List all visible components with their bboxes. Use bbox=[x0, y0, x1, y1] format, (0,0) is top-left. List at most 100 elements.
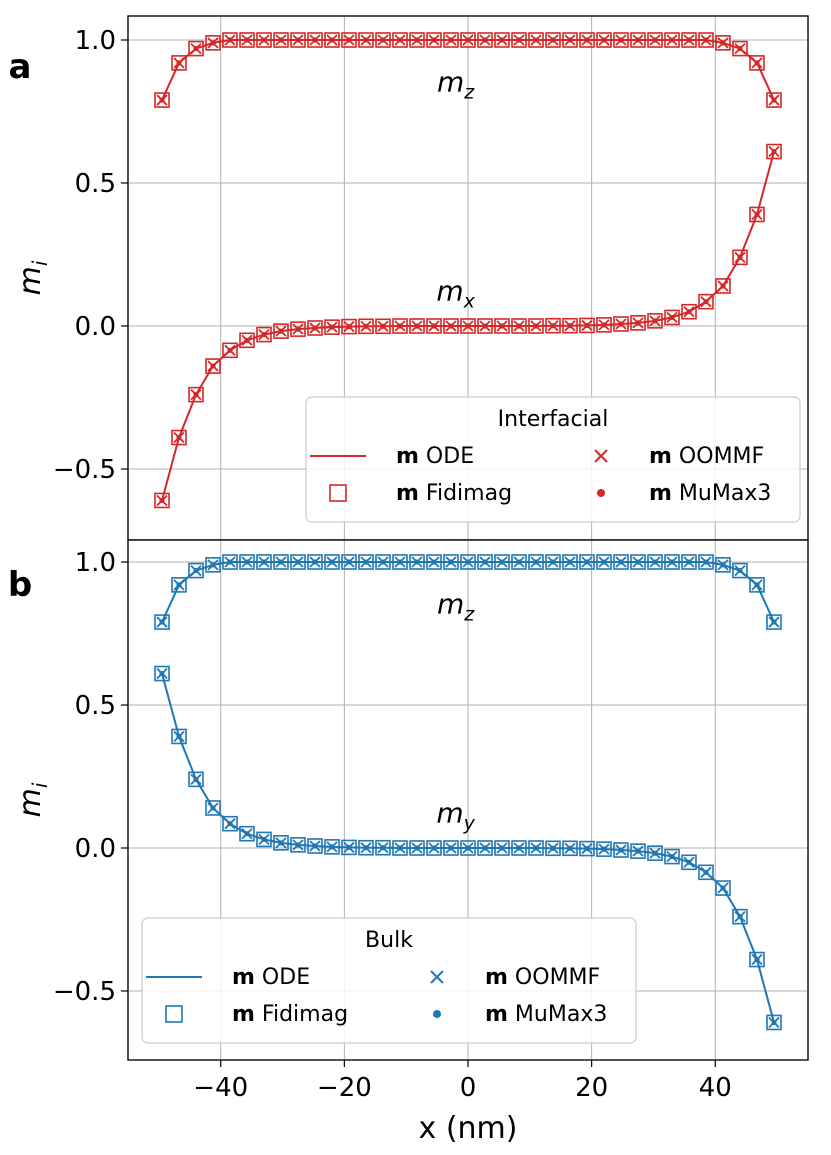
mumax3-marker bbox=[720, 40, 726, 46]
fidimag-marker bbox=[307, 320, 323, 336]
fidimag-marker bbox=[171, 55, 187, 71]
mumax3-marker bbox=[193, 392, 199, 398]
legend-square-swatch bbox=[165, 1005, 183, 1023]
fidimag-marker bbox=[579, 840, 595, 857]
fidimag-marker bbox=[426, 32, 442, 48]
fidimag-marker bbox=[477, 554, 493, 570]
fidimag-marker bbox=[273, 32, 289, 48]
fidimag-marker bbox=[528, 840, 544, 856]
mumax3-marker bbox=[635, 559, 641, 565]
legend-entry-label: m OOMMF bbox=[649, 444, 764, 469]
mumax3-marker bbox=[567, 559, 573, 565]
mumax3-marker bbox=[346, 844, 352, 851]
fidimag-marker bbox=[664, 848, 680, 865]
y-tick-label: 0.0 bbox=[75, 312, 116, 342]
fidimag-marker bbox=[358, 318, 374, 335]
mumax3-marker bbox=[329, 844, 335, 850]
mumax3-marker bbox=[227, 347, 233, 353]
fidimag-marker bbox=[324, 554, 340, 570]
mumax3-marker bbox=[278, 37, 284, 43]
curve-label-subscript: z bbox=[463, 603, 475, 625]
fidimag-marker bbox=[205, 358, 221, 374]
x-tick-label: −40 bbox=[193, 1073, 248, 1103]
mumax3-marker bbox=[312, 843, 318, 849]
legend-title: Interfacial bbox=[498, 407, 609, 432]
mumax3-marker bbox=[635, 37, 641, 43]
fidimag-marker bbox=[239, 332, 255, 349]
fidimag-marker bbox=[494, 840, 510, 856]
mumax3-marker bbox=[754, 60, 760, 66]
fidimag-marker bbox=[222, 32, 238, 48]
fidimag-marker bbox=[664, 309, 680, 326]
mumax3-marker bbox=[380, 323, 386, 329]
fidimag-marker bbox=[188, 386, 204, 403]
fidimag-marker bbox=[307, 554, 323, 570]
curve-label-subscript: y bbox=[463, 812, 476, 834]
fidimag-marker bbox=[171, 728, 187, 745]
legend-entry-bold: m bbox=[396, 481, 419, 506]
legend-entry-label: m OOMMF bbox=[485, 965, 600, 990]
fidimag-marker bbox=[630, 315, 646, 331]
legend-entry-text: Fidimag bbox=[255, 1002, 348, 1027]
fidimag-marker bbox=[443, 554, 459, 570]
mumax3-marker bbox=[482, 845, 488, 851]
fidimag-marker bbox=[494, 554, 510, 570]
y-tick-label: 1.0 bbox=[75, 548, 116, 578]
mumax3-marker bbox=[159, 497, 165, 504]
legend-dot-swatch bbox=[433, 1010, 441, 1018]
fidimag-marker bbox=[222, 342, 238, 359]
mumax3-marker bbox=[499, 323, 505, 329]
fidimag-marker bbox=[579, 32, 595, 48]
curve-label-subscript: z bbox=[463, 81, 475, 103]
fidimag-marker bbox=[443, 32, 459, 48]
legend-entry-label: m MuMax3 bbox=[649, 481, 771, 506]
curve-label: my bbox=[436, 796, 475, 834]
fidimag-marker bbox=[341, 318, 357, 335]
mumax3-marker bbox=[516, 323, 522, 329]
fidimag-marker bbox=[256, 326, 272, 343]
fidimag-marker bbox=[154, 492, 170, 509]
fidimag-marker bbox=[664, 554, 680, 570]
legend-entry-text: MuMax3 bbox=[508, 1002, 607, 1027]
mumax3-marker bbox=[431, 559, 437, 565]
fidimag-marker bbox=[698, 554, 714, 570]
mumax3-marker bbox=[312, 559, 318, 565]
panel-letter: b bbox=[8, 565, 32, 605]
legend-entry-bold: m bbox=[649, 444, 672, 469]
mumax3-marker bbox=[176, 733, 182, 740]
mumax3-marker bbox=[397, 845, 403, 851]
fidimag-marker bbox=[392, 840, 408, 856]
mumax3-marker bbox=[193, 776, 199, 782]
mumax3-marker bbox=[703, 37, 709, 43]
y-tick-label: −0.5 bbox=[53, 455, 116, 485]
mumax3-marker bbox=[261, 331, 267, 338]
fidimag-marker bbox=[732, 562, 748, 579]
fidimag-marker bbox=[596, 841, 612, 857]
fidimag-marker bbox=[715, 35, 731, 51]
fidimag-marker bbox=[324, 319, 340, 335]
fidimag-marker bbox=[290, 32, 306, 48]
legend-entry-text: ODE bbox=[419, 444, 474, 469]
mumax3-marker bbox=[380, 37, 386, 43]
fidimag-marker bbox=[647, 554, 663, 570]
fidimag-marker bbox=[222, 815, 238, 832]
mumax3-marker bbox=[499, 559, 505, 565]
x-tick-label: 40 bbox=[699, 1073, 732, 1103]
fidimag-marker bbox=[392, 554, 408, 570]
fidimag-marker bbox=[545, 840, 561, 857]
fidimag-marker bbox=[256, 32, 272, 48]
mumax3-marker bbox=[193, 567, 199, 574]
mumax3-marker bbox=[227, 821, 233, 827]
mumax3-marker bbox=[550, 845, 556, 851]
fidimag-marker bbox=[511, 840, 527, 856]
fidimag-marker bbox=[375, 32, 391, 48]
mumax3-marker bbox=[771, 148, 777, 155]
fidimag-marker bbox=[409, 554, 425, 570]
mumax3-marker bbox=[363, 845, 369, 851]
mumax3-marker bbox=[754, 211, 760, 218]
legend-entry-bold: m bbox=[232, 965, 255, 990]
mumax3-marker bbox=[635, 320, 641, 326]
mumax3-marker bbox=[567, 323, 573, 329]
fidimag-marker bbox=[460, 840, 476, 856]
fidimag-marker bbox=[256, 831, 272, 848]
